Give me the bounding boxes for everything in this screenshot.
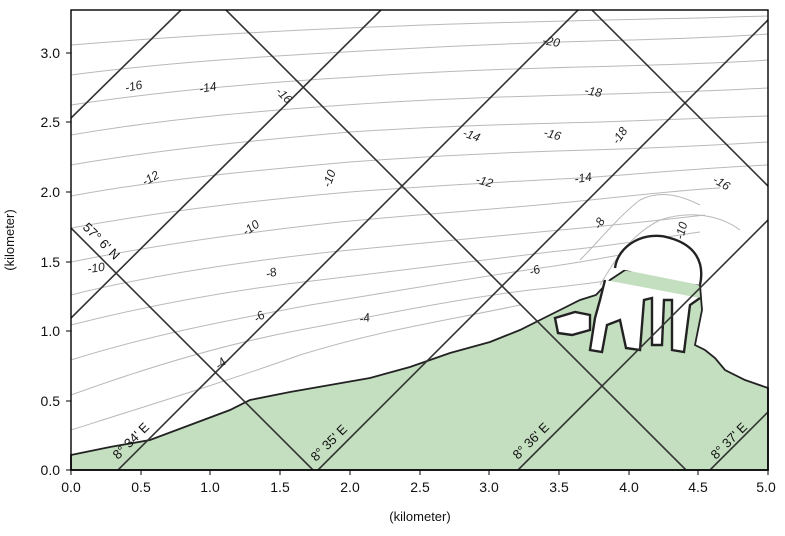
depth-label: -8 xyxy=(264,265,278,281)
depth-label: -4 xyxy=(358,310,371,326)
x-tick-label: 1.0 xyxy=(200,479,220,495)
x-tick-label: 1.5 xyxy=(270,479,290,495)
depth-label: -20 xyxy=(541,33,561,50)
depth-contours xyxy=(71,15,768,431)
harbour-arc xyxy=(613,234,703,286)
contour-line xyxy=(71,59,768,106)
contour-line xyxy=(71,214,706,296)
x-tick-label: 2.0 xyxy=(340,479,360,495)
depth-label: -10 xyxy=(86,260,105,276)
depth-label: -18 xyxy=(609,124,631,147)
depth-label: -10 xyxy=(320,168,339,189)
contour-line xyxy=(71,141,768,197)
depth-label: -8 xyxy=(590,215,608,232)
x-tick-label: 3.0 xyxy=(479,479,499,495)
depth-label: -12 xyxy=(140,168,162,189)
contour-line xyxy=(71,304,521,431)
x-tick-label: 4.5 xyxy=(688,479,708,495)
contour-line xyxy=(71,187,721,263)
grid-line xyxy=(71,10,182,119)
y-tick-label: 3.0 xyxy=(41,45,61,61)
grid-line xyxy=(225,10,687,470)
contour-line xyxy=(71,33,768,76)
depth-label: -10 xyxy=(240,217,263,239)
depth-label: -14 xyxy=(573,170,592,186)
x-tick-labels: 0.0 0.5 1.0 1.5 2.0 2.5 3.0 3.5 4.0 4.5 … xyxy=(61,479,776,495)
grid-line xyxy=(71,227,314,470)
y-tick-label: 0.0 xyxy=(41,462,61,478)
depth-label: -16 xyxy=(124,78,144,95)
y-tick-label: 1.5 xyxy=(41,254,61,270)
y-tick-label: 2.5 xyxy=(41,114,61,130)
grid-line xyxy=(517,219,768,470)
contour-line xyxy=(71,244,681,361)
y-tick-label: 0.5 xyxy=(41,393,61,409)
grid-line xyxy=(709,411,768,470)
grid-line xyxy=(117,10,579,470)
depth-label: -14 xyxy=(198,79,218,96)
depth-label: -12 xyxy=(474,172,495,190)
grid-line xyxy=(71,10,382,319)
harbour-structure xyxy=(553,234,703,354)
y-axis-title: (kilometer) xyxy=(2,209,17,270)
x-tick-label: 5.0 xyxy=(756,479,776,495)
y-axis xyxy=(66,52,71,471)
grid-line xyxy=(317,19,768,470)
x-tick-label: 3.5 xyxy=(549,479,569,495)
x-axis-title: (kilometer) xyxy=(389,509,450,524)
depth-label: -14 xyxy=(461,126,482,145)
x-tick-label: 2.5 xyxy=(410,479,430,495)
graticule xyxy=(71,10,768,470)
y-tick-label: 1.0 xyxy=(41,323,61,339)
contour-line xyxy=(71,231,701,326)
depth-label: -4 xyxy=(212,355,229,373)
depth-label: -16 xyxy=(273,84,295,106)
contour-line xyxy=(71,164,768,229)
y-tick-labels: 0.0 0.5 1.0 1.5 2.0 2.5 3.0 xyxy=(41,45,61,478)
depth-label: -18 xyxy=(583,83,603,100)
grid-line xyxy=(591,10,768,187)
contour-line xyxy=(71,115,768,166)
contour-line xyxy=(579,194,701,261)
x-tick-label: 0.5 xyxy=(131,479,151,495)
x-tick-label: 4.0 xyxy=(619,479,639,495)
depth-label: -16 xyxy=(542,125,563,143)
x-axis xyxy=(70,470,769,475)
harbour-basin xyxy=(553,310,592,337)
contour-line xyxy=(71,15,768,46)
harbour-pier xyxy=(588,279,701,354)
x-tick-label: 0.0 xyxy=(61,479,81,495)
depth-label: -10 xyxy=(672,220,690,241)
depth-label: -6 xyxy=(527,262,542,279)
y-tick-label: 2.0 xyxy=(41,184,61,200)
contour-line xyxy=(71,87,768,136)
depth-label: -16 xyxy=(711,172,733,193)
contour-line xyxy=(71,271,661,396)
contour-line xyxy=(599,214,741,286)
